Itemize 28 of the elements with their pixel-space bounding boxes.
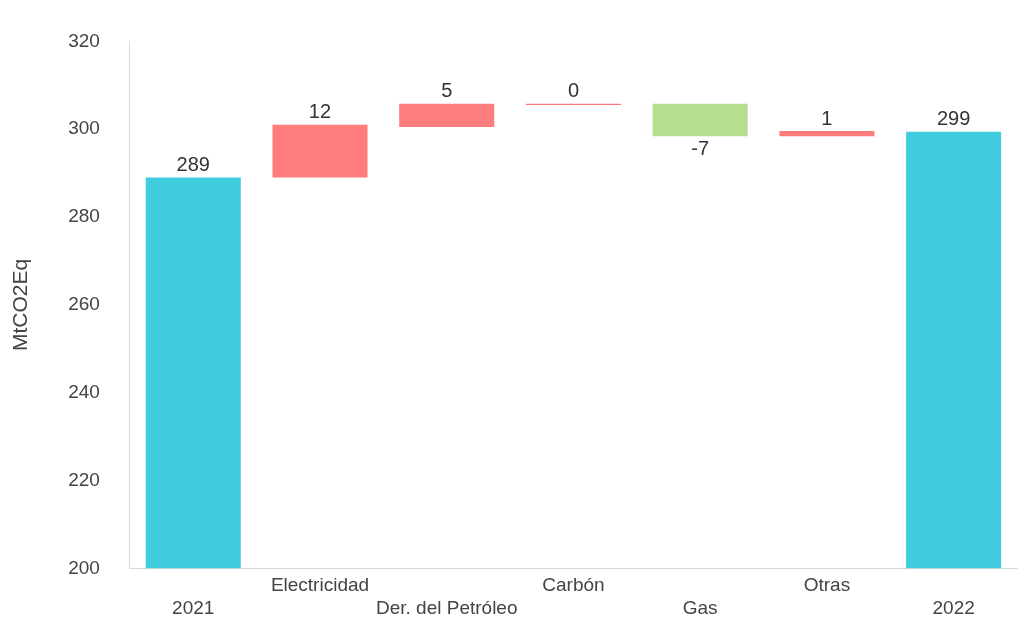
bar xyxy=(145,177,241,569)
y-tick-label: 200 xyxy=(68,556,100,578)
x-tick-label: Electricidad xyxy=(270,574,370,596)
data-label: 5 xyxy=(441,79,453,102)
y-tick-label: 300 xyxy=(68,117,100,139)
y-tick-label: 220 xyxy=(68,468,100,490)
data-label: -7 xyxy=(691,136,710,159)
x-tick-label: 2021 xyxy=(172,596,215,618)
bar xyxy=(272,124,368,178)
data-label: 289 xyxy=(176,153,210,176)
bar xyxy=(779,130,875,137)
data-label: 299 xyxy=(936,107,971,130)
bar xyxy=(906,131,1002,569)
data-label: 1 xyxy=(821,106,833,129)
bar xyxy=(399,103,495,128)
x-tick-label: 2022 xyxy=(932,596,975,618)
y-tick-label: 320 xyxy=(68,29,100,51)
x-tick-label: Gas xyxy=(682,596,718,618)
data-label: 12 xyxy=(308,100,332,123)
y-tick-label: 260 xyxy=(68,293,100,315)
y-tick-label: 280 xyxy=(68,205,100,227)
x-tick-label: Otras xyxy=(803,574,851,596)
data-label: 0 xyxy=(567,79,580,102)
y-axis-title: MtCO2Eq xyxy=(8,258,32,351)
bar xyxy=(652,103,748,137)
y-tick-label: 240 xyxy=(68,380,100,402)
x-tick-label: Der. del Petróleo xyxy=(375,596,518,618)
x-tick-label: Carbón xyxy=(542,574,605,596)
